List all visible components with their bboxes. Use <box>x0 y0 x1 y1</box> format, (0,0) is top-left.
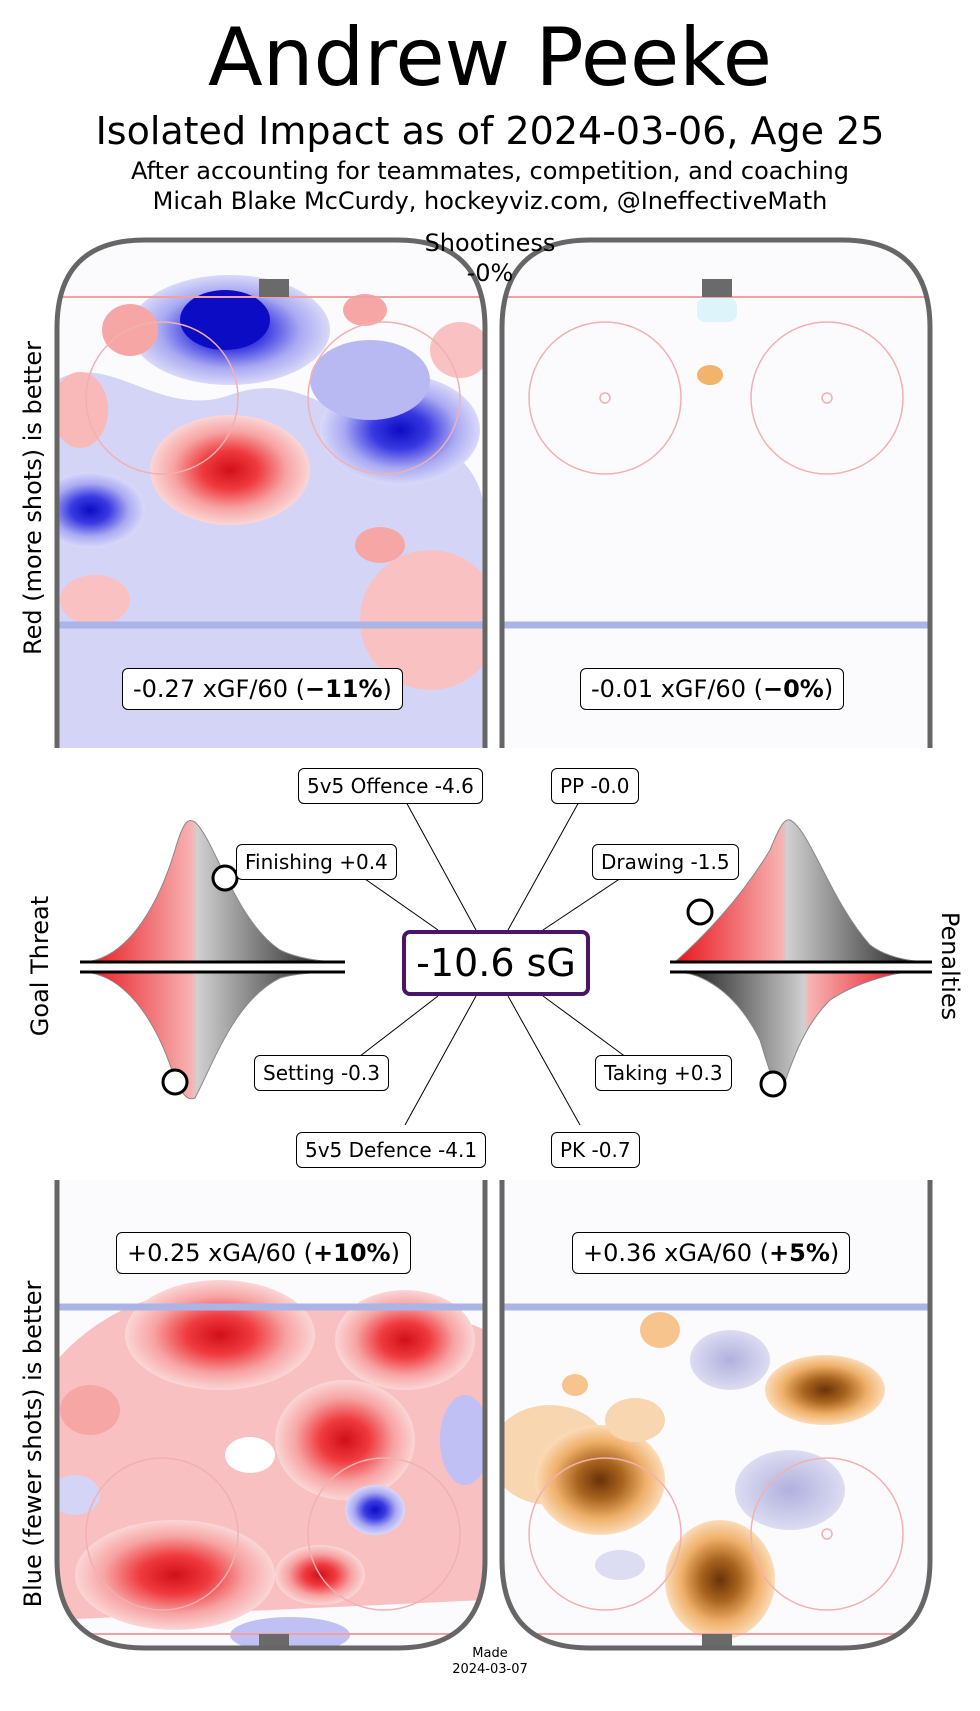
goal-threat-label: Goal Threat <box>26 895 54 1037</box>
component-5v5-defence: 5v5 Defence -4.1 <box>296 1132 487 1168</box>
taking-marker <box>759 1070 787 1098</box>
pp-rate: -0.01 xGF/60 (−0%) <box>580 668 845 710</box>
offence-5v5-heatmap <box>57 275 485 748</box>
shootiness-value: -0% <box>466 259 514 287</box>
shootiness-label: Shootiness <box>424 229 556 257</box>
method-note: After accounting for teammates, competit… <box>131 157 849 185</box>
total-sg: -10.6 sG <box>402 930 590 996</box>
author-credit: Micah Blake McCurdy, hockeyviz.com, @Ine… <box>152 187 828 215</box>
made-stamp: Made 2024-03-07 <box>430 1646 550 1678</box>
component-5v5-offence: 5v5 Offence -4.6 <box>298 768 483 804</box>
pk-rink <box>502 1180 930 1648</box>
component-pp: PP -0.0 <box>551 768 639 804</box>
finishing-marker <box>211 864 239 892</box>
defence-5v5-rink <box>57 1180 485 1648</box>
defence-5v5-heatmap <box>57 1280 485 1648</box>
player-name: Andrew Peeke <box>208 11 772 104</box>
offence-side-label: Red (more shots) is better <box>19 341 47 655</box>
offence-5v5-rate: -0.27 xGF/60 (−11%) <box>122 668 403 710</box>
component-drawing: Drawing -1.5 <box>592 844 739 880</box>
pp-rink <box>502 240 930 748</box>
defence-5v5-rate: +0.25 xGA/60 (+10%) <box>116 1232 411 1274</box>
made-date: 2024-03-07 <box>452 1662 528 1677</box>
made-label: Made <box>472 1646 508 1661</box>
goal-threat-distribution <box>80 820 345 1100</box>
drawing-marker <box>686 898 714 926</box>
defence-side-label: Blue (fewer shots) is better <box>19 1280 47 1608</box>
component-finishing: Finishing +0.4 <box>236 844 397 880</box>
pk-heatmap <box>502 1312 885 1640</box>
penalties-label: Penalties <box>936 911 964 1021</box>
chart-subtitle: Isolated Impact as of 2024-03-06, Age 25 <box>95 109 885 153</box>
shootiness-readout: Shootiness -0% <box>400 228 580 288</box>
component-pk: PK -0.7 <box>551 1132 640 1168</box>
offence-5v5-rink <box>57 240 485 748</box>
penalties-distribution <box>670 819 932 1098</box>
pp-heatmap <box>697 298 737 385</box>
pk-rate: +0.36 xGA/60 (+5%) <box>572 1232 851 1274</box>
component-connectors <box>354 799 631 1126</box>
component-taking: Taking +0.3 <box>595 1055 732 1091</box>
component-setting: Setting -0.3 <box>254 1055 389 1091</box>
setting-marker <box>161 1068 189 1096</box>
